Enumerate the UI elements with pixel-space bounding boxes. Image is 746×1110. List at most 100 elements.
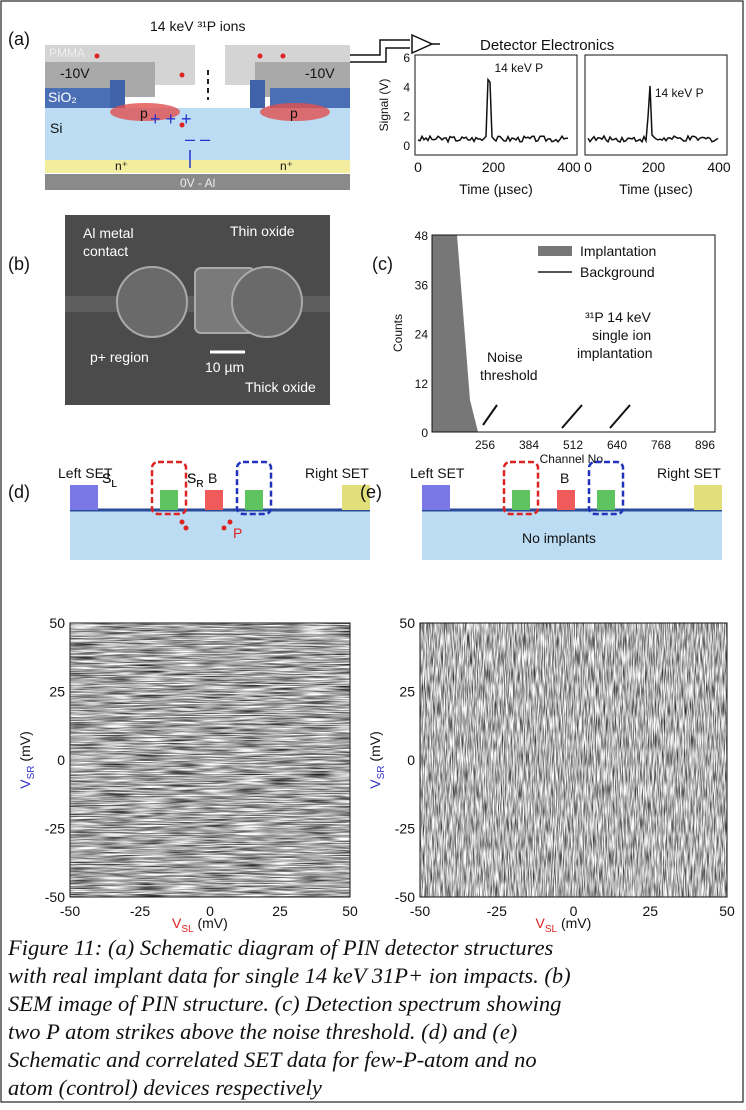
- caption-line: with real implant data for single 14 keV…: [8, 963, 571, 988]
- y-axis-label: Signal (V): [377, 79, 391, 132]
- set-label: Right SET: [305, 465, 369, 481]
- right-set: [342, 485, 370, 510]
- sem-label: Al metal: [83, 225, 134, 241]
- sem-label: p+ region: [90, 349, 149, 365]
- axis-main: V: [536, 915, 546, 931]
- axis-unit: (mV): [557, 915, 591, 931]
- outline: [150, 460, 188, 516]
- y-tick-label: 25: [399, 684, 415, 700]
- ions-label: 14 keV ³¹P ions: [150, 18, 245, 34]
- gate: [512, 490, 530, 510]
- y-tick-label: 24: [415, 328, 429, 342]
- axis-unit: (mV): [194, 915, 228, 931]
- peak-label: 14 keV P: [655, 86, 704, 100]
- plot-frame: [69, 622, 351, 898]
- gate: [160, 490, 178, 510]
- y-tick-label: 48: [415, 229, 429, 243]
- set-label: Left SET: [410, 465, 465, 481]
- x-tick-label: 640: [607, 438, 627, 452]
- y-tick-label: 0: [403, 139, 410, 153]
- x-tick-label: 384: [519, 438, 539, 452]
- y-tick-label: 0: [421, 426, 428, 440]
- annotation: threshold: [480, 367, 538, 383]
- caption-line: SEM image of PIN structure. (c) Detectio…: [8, 991, 561, 1016]
- left-set: [422, 485, 450, 510]
- axis-unit: (mV): [17, 731, 33, 765]
- x-tick-label: -25: [487, 903, 507, 919]
- legend-label: Implantation: [580, 243, 656, 259]
- axis-sub: SR: [376, 765, 387, 779]
- layer-label: -10V: [305, 65, 335, 81]
- substrate: [422, 510, 722, 560]
- svg-text:– –: – –: [185, 129, 210, 149]
- correlation-map: [420, 623, 727, 897]
- gate-name: S: [187, 470, 196, 486]
- y-tick-label: -25: [395, 821, 415, 837]
- substrate: [70, 510, 370, 560]
- y-tick-label: -50: [395, 889, 415, 905]
- x-axis-label: VSL (mV): [536, 915, 592, 935]
- gate-label: B: [208, 470, 217, 486]
- x-tick-label: 896: [695, 438, 715, 452]
- x-tick-label: 400: [557, 159, 581, 175]
- y-tick-label: 50: [399, 615, 415, 631]
- x-axis-label: Channel No.: [540, 452, 607, 466]
- annotation: Noise: [487, 349, 523, 365]
- x-tick-label: 25: [642, 903, 658, 919]
- sem-image: [65, 215, 330, 405]
- sem-label: contact: [83, 243, 128, 259]
- y-tick-label: -25: [45, 821, 65, 837]
- y-tick-label: 0: [57, 752, 65, 768]
- x-tick-label: 0: [414, 159, 422, 175]
- gate-subscript: L: [111, 479, 117, 490]
- panel-label: (b): [8, 254, 30, 274]
- y-axis-label: VSR (mV): [367, 731, 387, 788]
- x-tick-label: 256: [475, 438, 495, 452]
- device-schematic: [422, 460, 722, 560]
- annotation: ³¹P 14 keV: [585, 309, 652, 325]
- x-tick-label: 50: [342, 903, 358, 919]
- svg-text:+ + +: + + +: [150, 109, 192, 129]
- axis-main: V: [172, 915, 182, 931]
- left-set: [70, 485, 98, 510]
- note: No implants: [522, 530, 596, 546]
- layer-label: PMMA: [49, 46, 85, 60]
- layer-label: p: [140, 105, 148, 121]
- right-set: [694, 485, 722, 510]
- layer-label: SiO₂: [48, 89, 77, 105]
- donor: [179, 519, 185, 525]
- plot-frame: [584, 54, 728, 156]
- x-tick-label: 400: [707, 159, 731, 175]
- signal-trace: [417, 77, 568, 144]
- layer-label: -10V: [60, 65, 90, 81]
- layer-label: n⁺: [280, 159, 293, 173]
- x-tick-label: 512: [563, 438, 583, 452]
- outline: [235, 460, 273, 516]
- axis-sub: SL: [181, 924, 194, 935]
- legend-label: Background: [580, 264, 655, 280]
- set-label: Left SET: [58, 465, 113, 481]
- outline: [587, 460, 625, 516]
- layer-label: p: [290, 105, 298, 121]
- x-tick-label: 768: [651, 438, 671, 452]
- x-tick-label: -50: [60, 903, 80, 919]
- donor: [227, 519, 233, 525]
- gate-label: SL: [102, 470, 117, 490]
- axis-sub: SL: [545, 924, 558, 935]
- annotation: single ion: [592, 327, 651, 343]
- gate: [597, 490, 615, 510]
- x-tick-label: 50: [719, 903, 735, 919]
- y-tick-label: 12: [415, 377, 429, 391]
- y-tick-label: 6: [403, 51, 410, 65]
- axis-main: V: [367, 779, 383, 789]
- sem-label: 10 µm: [205, 359, 244, 375]
- gate: [205, 490, 223, 510]
- gate-label: SL: [102, 470, 117, 490]
- axis-unit: (mV): [367, 731, 383, 765]
- y-tick-label: 25: [49, 684, 65, 700]
- panel-label: (a): [8, 29, 30, 49]
- x-tick-label: 200: [482, 159, 506, 175]
- x-tick-label: 0: [570, 903, 578, 919]
- x-axis-label: Time (µsec): [459, 181, 533, 197]
